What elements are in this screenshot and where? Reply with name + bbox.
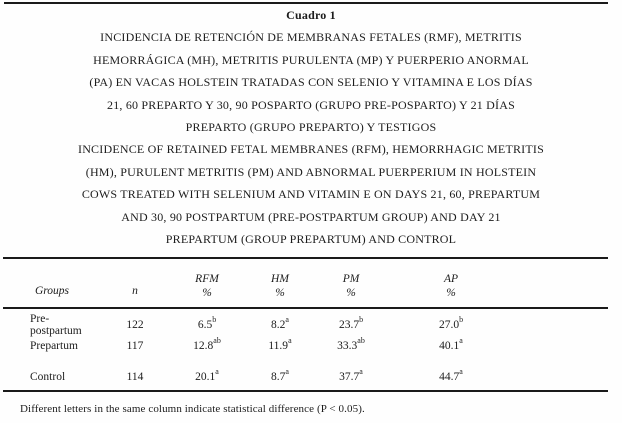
column-header-hm: HM % bbox=[244, 266, 316, 300]
caption-line-en-3: COWS TREATED WITH SELENIUM AND VITAMIN E… bbox=[81, 187, 541, 202]
table-row-control: Control 114 20.1a 8.7a 37.7a 44.7a bbox=[4, 366, 608, 388]
group-cell: Control bbox=[30, 371, 66, 383]
top-rule bbox=[4, 2, 608, 4]
caption-line-en-4: AND 30, 90 POSTPARTUM (PRE-POSTPARTUM GR… bbox=[121, 209, 501, 224]
caption-line-en-1: INCIDENCE OF RETAINED FETAL MEMBRANES (R… bbox=[78, 142, 544, 157]
significance-letter: a bbox=[285, 315, 289, 324]
significance-letter: b bbox=[359, 315, 364, 324]
significance-letter: a bbox=[459, 336, 463, 345]
caption-line-es-2: HEMORRÁGICA (MH), METRITIS PURULENTA (MP… bbox=[93, 52, 529, 67]
column-header-rfm-unit: % bbox=[202, 286, 212, 299]
pm-cell: 33.3ab bbox=[337, 336, 365, 353]
rfm-cell: 12.8ab bbox=[193, 336, 221, 353]
ap-cell: 27.0b bbox=[438, 315, 464, 332]
pm-cell: 23.7b bbox=[338, 315, 364, 332]
significance-letter: ab bbox=[357, 336, 365, 345]
significance-letter: ab bbox=[213, 336, 221, 345]
ap-cell: 44.7a bbox=[439, 367, 463, 384]
significance-letter: a bbox=[359, 367, 363, 376]
significance-letter: b bbox=[212, 315, 217, 324]
table-caption-label: Cuadro 1 bbox=[286, 8, 336, 22]
rfm-cell: 6.5b bbox=[197, 315, 217, 332]
group-cell: Prepartum bbox=[30, 340, 78, 352]
table-footnote: Different letters in the same column ind… bbox=[20, 403, 365, 415]
column-header-ap: AP % bbox=[386, 266, 516, 300]
table-header-top-rule bbox=[3, 257, 608, 259]
table-row-pre-postpartum: Pre-postpartum 122 6.5b 8.2a 23.7b 27.0b bbox=[4, 313, 608, 337]
pm-cell: 37.7a bbox=[339, 367, 363, 384]
column-header-ap-unit: % bbox=[446, 286, 456, 299]
n-cell: 114 bbox=[126, 371, 144, 383]
table-row-prepartum: Prepartum 117 12.8ab 11.9a 33.3ab 40.1a bbox=[4, 335, 608, 357]
significance-letter: a bbox=[288, 336, 292, 345]
rfm-cell: 20.1a bbox=[195, 367, 219, 384]
table-header-row: Groups n RFM % HM % PM % AP % bbox=[4, 258, 608, 307]
significance-letter: b bbox=[459, 315, 464, 324]
column-header-pm-unit: % bbox=[346, 286, 356, 299]
caption-line-es-5: PREPARTO (GRUPO PREPARTO) Y TESTIGOS bbox=[185, 120, 437, 135]
column-header-rfm: RFM % bbox=[170, 266, 244, 300]
table-bottom-rule bbox=[3, 390, 608, 392]
significance-letter: a bbox=[459, 367, 463, 376]
table-header-bottom-rule bbox=[3, 307, 608, 309]
group-cell: Pre-postpartum bbox=[30, 313, 82, 337]
significance-letter: a bbox=[285, 367, 289, 376]
column-header-hm-unit: % bbox=[275, 286, 285, 299]
significance-letter: a bbox=[215, 367, 219, 376]
column-header-pm: PM % bbox=[316, 266, 386, 300]
caption-line-es-1: INCIDENCIA DE RETENCIÓN DE MEMBRANAS FET… bbox=[100, 30, 522, 45]
caption-line-es-3: (PA) EN VACAS HOLSTEIN TRATADAS CON SELE… bbox=[89, 75, 533, 90]
caption-line-es-4: 21, 60 PREPARTO Y 30, 90 POSPARTO (GRUPO… bbox=[107, 97, 515, 112]
hm-cell: 8.7a bbox=[271, 367, 289, 384]
column-header-n: n bbox=[132, 284, 138, 297]
hm-cell: 11.9a bbox=[268, 336, 292, 353]
column-header-groups: Groups bbox=[34, 284, 70, 297]
table-caption: Cuadro 1 INCIDENCIA DE RETENCIÓN DE MEMB… bbox=[30, 4, 592, 250]
n-cell: 122 bbox=[126, 319, 144, 331]
n-cell: 117 bbox=[126, 340, 144, 352]
caption-line-en-2: (HM), PURULENT METRITIS (PM) AND ABNORMA… bbox=[85, 164, 537, 179]
hm-cell: 8.2a bbox=[271, 315, 289, 332]
caption-line-en-5: PREPARTUM (GROUP PREPARTUM) AND CONTROL bbox=[165, 232, 457, 247]
ap-cell: 40.1a bbox=[439, 336, 463, 353]
